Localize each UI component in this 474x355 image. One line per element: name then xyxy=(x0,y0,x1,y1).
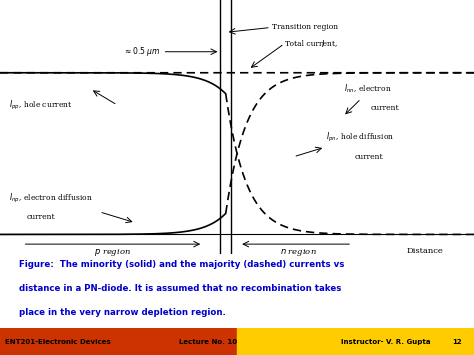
Text: Instructor- V. R. Gupta: Instructor- V. R. Gupta xyxy=(341,339,431,345)
Text: Total current,: Total current, xyxy=(285,40,340,48)
Text: 12: 12 xyxy=(453,339,462,345)
Text: $I_{pn}$, hole diffusion: $I_{pn}$, hole diffusion xyxy=(326,131,394,144)
Text: $I_{np}$, electron diffusion: $I_{np}$, electron diffusion xyxy=(9,192,93,206)
Text: $n$ region: $n$ region xyxy=(280,247,316,258)
Text: Distance: Distance xyxy=(406,247,443,255)
Text: current: current xyxy=(355,153,383,161)
Text: Figure:  The minority (solid) and the majority (dashed) currents vs: Figure: The minority (solid) and the maj… xyxy=(19,260,344,269)
Text: Transition region: Transition region xyxy=(272,23,338,32)
Bar xyxy=(237,328,474,355)
Text: place in the very narrow depletion region.: place in the very narrow depletion regio… xyxy=(19,307,226,317)
Text: $I_{nn}$, electron: $I_{nn}$, electron xyxy=(344,83,392,95)
Text: $I$: $I$ xyxy=(321,38,326,49)
Text: current: current xyxy=(27,213,56,221)
Text: $I_{pp}$, hole current: $I_{pp}$, hole current xyxy=(9,99,73,111)
Text: current: current xyxy=(370,104,399,112)
Text: $\approx 0.5\ \mu m$: $\approx 0.5\ \mu m$ xyxy=(123,45,160,58)
Text: ENT201-Electronic Devices: ENT201-Electronic Devices xyxy=(5,339,110,345)
Text: Lecture No. 10: Lecture No. 10 xyxy=(180,339,237,345)
Bar xyxy=(0,328,237,355)
Text: $p$ region: $p$ region xyxy=(94,247,131,258)
Text: distance in a PN-diode. It is assumed that no recombination takes: distance in a PN-diode. It is assumed th… xyxy=(19,284,341,293)
